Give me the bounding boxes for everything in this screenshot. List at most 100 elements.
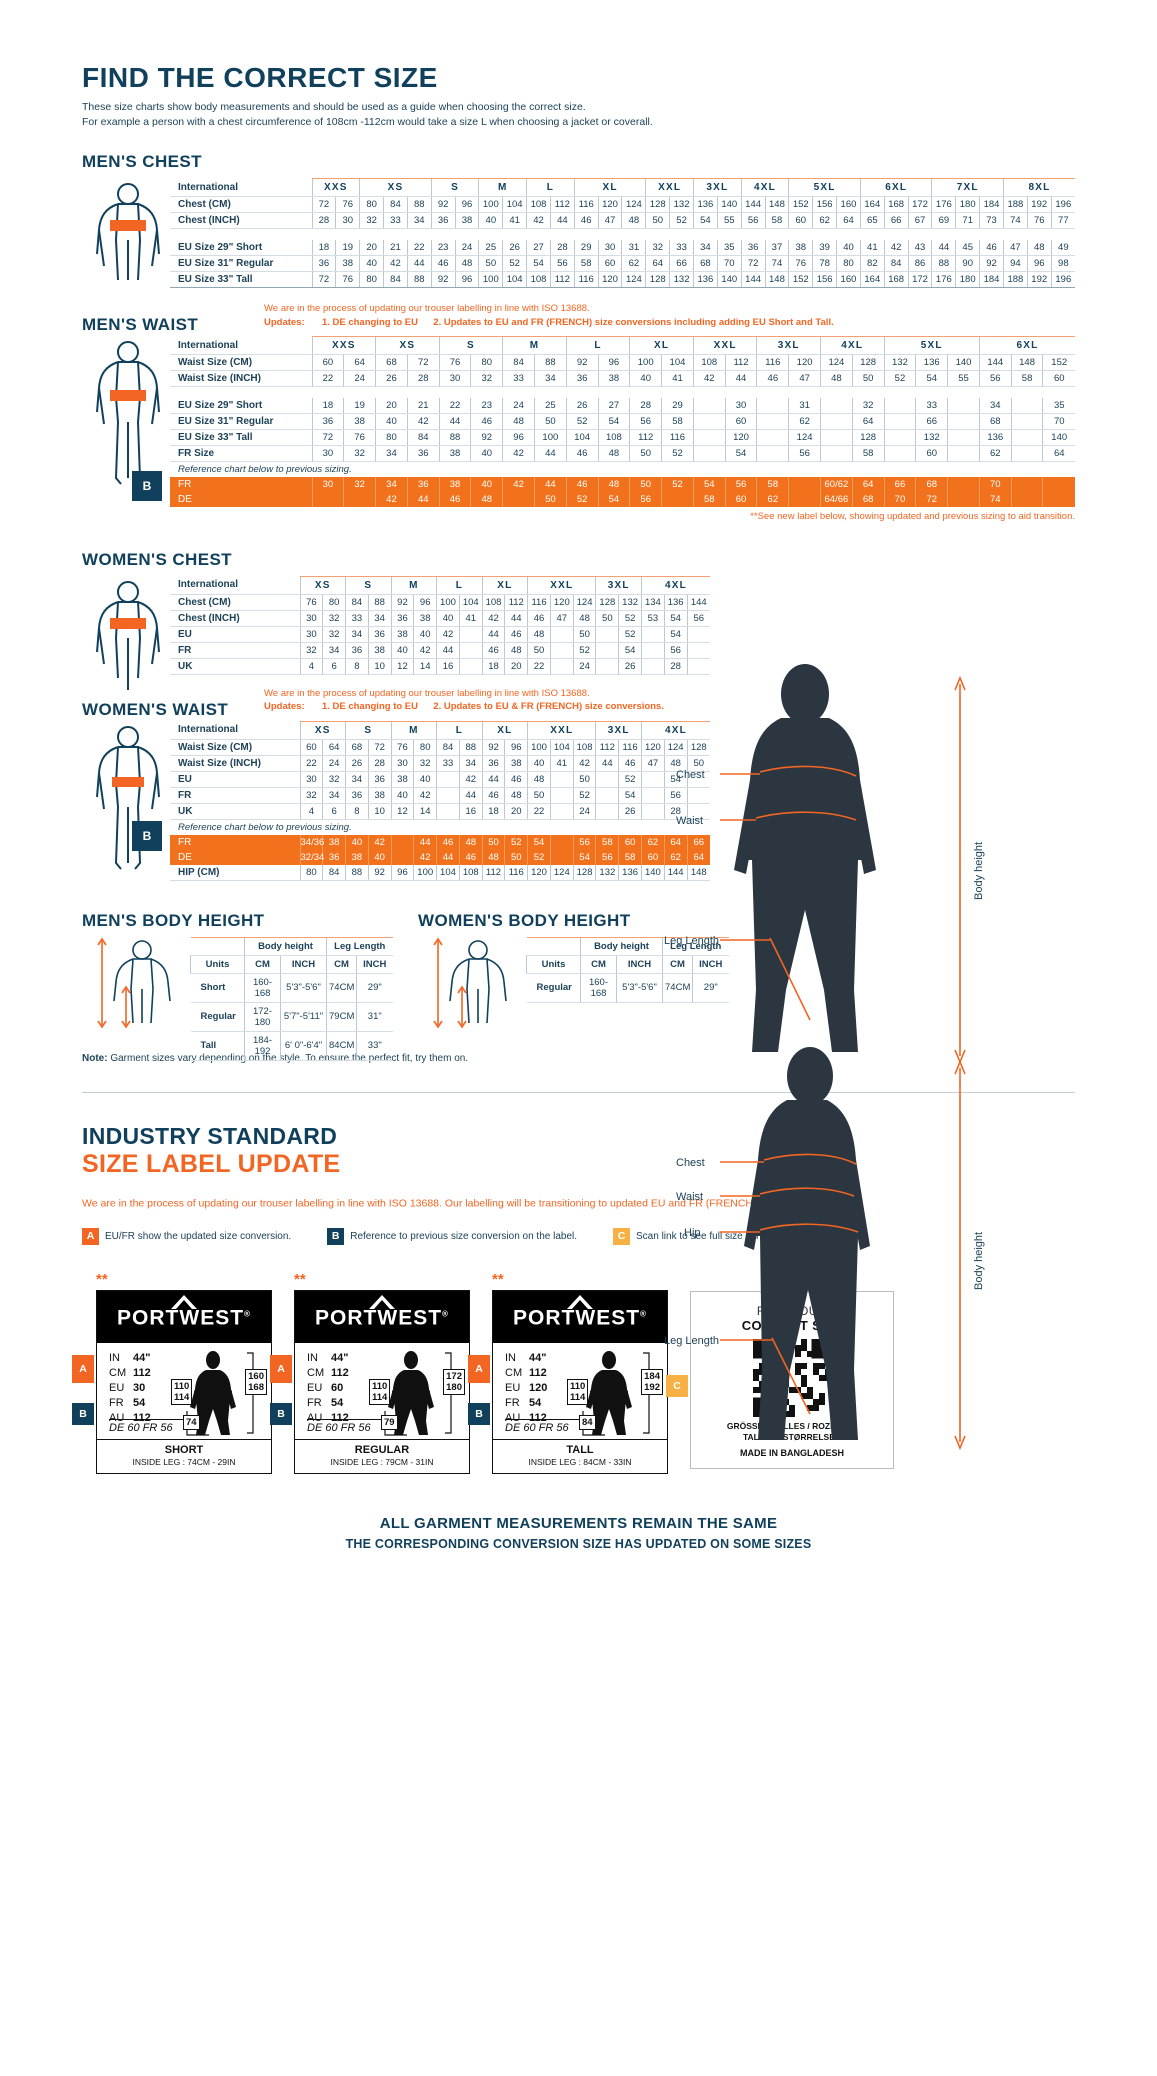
mens-waist-ref-cell: 68 <box>915 477 948 492</box>
mens-chest-cell: 29 <box>573 240 599 256</box>
mens-waist-cell: 120 <box>788 354 821 371</box>
label-measure-value: 112 <box>331 1366 349 1379</box>
womens-chest-cell: 32 <box>299 642 323 659</box>
label-measure-value: 54 <box>529 1396 542 1409</box>
label-waist-range-box: 110 114 <box>567 1378 589 1405</box>
mens-chest-cell: 76 <box>335 271 360 288</box>
womens-waist-cell <box>686 771 710 788</box>
portwest-chevron-icon <box>369 1294 395 1309</box>
womens-waist-hip-cell: 104 <box>436 864 460 881</box>
label-height-value: 192 <box>644 1381 660 1393</box>
mens-waist-cell <box>883 429 916 446</box>
womens-waist-hip-cell: 88 <box>345 864 369 881</box>
womens-chest-cell: 128 <box>595 594 619 611</box>
mens-chest-cell: 38 <box>788 240 813 256</box>
mens-waist-ref-cell: 34 <box>375 477 408 492</box>
womens-waist-cell: 36 <box>481 755 505 772</box>
mens-waist-ref-cell: 74 <box>978 492 1012 507</box>
mens-waist-cell: 124 <box>820 354 853 371</box>
mens-waist-ref-cell: 58 <box>692 492 726 507</box>
mens-waist-cell: 18 <box>311 398 344 414</box>
mens-waist-cell: 108 <box>692 354 726 371</box>
label-height-value: 172 <box>446 1370 462 1382</box>
mens-waist-cell: 22 <box>311 370 344 387</box>
male-model-figure: Chest Waist Leg Length Body height <box>660 660 1000 1080</box>
portwest-size-label: PORTWEST® IN 44" CM 112 EU 120 FR 54 AU 112 DE 60 F… <box>492 1289 668 1474</box>
womens-waist-row-label: EU <box>170 771 300 788</box>
mens-waist-cell: 92 <box>565 354 599 371</box>
womens-waist-cell: 24 <box>322 755 346 772</box>
mens-chest-cell: 40 <box>836 240 861 256</box>
mens-waist-ref-cell: 30 <box>311 477 344 492</box>
mens-chest-cell: 36 <box>311 255 336 272</box>
womens-chest-cell: 134 <box>640 594 665 611</box>
female-height-figure-icon <box>433 937 507 1028</box>
mens-waist-cell <box>756 398 789 414</box>
mens-body-height-row-label: Tall <box>190 1031 245 1061</box>
mens-waist-cell: 20 <box>375 398 408 414</box>
mens-waist-cell: 62 <box>788 413 821 430</box>
mens-waist-cell: 120 <box>724 429 757 446</box>
mens-body-height-cell: 74CM <box>326 973 357 1003</box>
mens-waist-note: We are in the process of updating our tr… <box>264 302 834 329</box>
mens-waist-note-line1: We are in the process of updating our tr… <box>264 303 590 314</box>
mens-waist-cell: 48 <box>502 413 535 430</box>
womens-waist-cell: 22 <box>527 803 551 820</box>
mens-chest-cell: 84 <box>383 196 408 213</box>
womens-waist-ref-row-label: FR <box>170 834 300 850</box>
womens-waist-cell: 54 <box>618 787 642 804</box>
womens-waist-ref-cell: 40 <box>345 834 369 850</box>
womens-waist-ref-cell: 64 <box>663 834 688 850</box>
mens-waist-cell: 41 <box>661 370 694 387</box>
womens-waist-cell: 44 <box>481 771 505 788</box>
womens-chest-cell: 30 <box>299 626 323 643</box>
mens-waist-ref-cell <box>1010 492 1043 507</box>
womens-waist-ref-cell: 42 <box>367 834 392 850</box>
registered-icon: ® <box>442 1308 449 1318</box>
mens-waist-cell: 68 <box>375 354 408 371</box>
mens-waist-cell: 88 <box>533 354 567 371</box>
womens-chest-cell <box>458 626 483 643</box>
womens-chest-cell: 14 <box>413 658 437 675</box>
womens-waist-cell: 46 <box>504 771 528 788</box>
mens-waist-cell <box>1010 398 1043 414</box>
male-height-figure-icon <box>97 937 171 1028</box>
womens-waist-cell: 20 <box>504 803 528 820</box>
mens-waist-cell: 28 <box>406 370 440 387</box>
mens-waist-ref-cell: 70 <box>883 492 916 507</box>
mens-waist-cell: 48 <box>820 370 853 387</box>
womens-chest-cell: 92 <box>390 594 414 611</box>
intro-line-2: For example a person with a chest circum… <box>82 116 653 128</box>
label-measure-value: 112 <box>133 1411 151 1424</box>
label-waist-value: 114 <box>174 1391 190 1403</box>
mens-chest-cell: 100 <box>478 196 503 213</box>
womens-waist-hip-cell: 80 <box>299 864 323 881</box>
label-measure-value: 44" <box>133 1351 151 1364</box>
mens-waist-updates-label: Updates: <box>264 316 305 328</box>
womens-waist-cell: 84 <box>436 739 460 756</box>
mens-waist-cell: 72 <box>311 429 344 446</box>
womens-chest-cell: 56 <box>663 642 688 659</box>
mens-waist-cell: 128 <box>851 354 885 371</box>
mens-waist-cell: 60 <box>311 354 344 371</box>
mens-body-height-sub-header: CM <box>244 955 281 974</box>
label-leg-length-box: 79 <box>381 1414 398 1430</box>
womens-chest-cell <box>595 658 619 675</box>
label-inside-leg: INSIDE LEG : 79CM - 31IN <box>330 1456 434 1467</box>
womens-chest-cell: 40 <box>390 642 414 659</box>
mens-chest-cell: 90 <box>955 255 980 272</box>
mens-waist-ref-row-label: FR <box>170 477 312 492</box>
mens-waist-group-xxl: XXL <box>692 336 757 355</box>
womens-waist-section: WOMEN'S WAIST We are in the process of u… <box>82 687 1075 881</box>
mens-chest-cell: 65 <box>859 212 885 229</box>
mens-chest-cell: 180 <box>955 271 980 288</box>
womens-body-height-sub-header: Units <box>526 955 581 974</box>
mens-waist-ref-cell <box>502 492 535 507</box>
womens-waist-ref-cell <box>549 849 574 865</box>
mens-chest-cell: 108 <box>526 271 551 288</box>
male-label-waist: Waist <box>676 815 703 827</box>
mens-chest-cell: 24 <box>454 240 479 256</box>
mens-waist-cell: 26 <box>375 370 408 387</box>
mens-chest-cell: 46 <box>430 255 456 272</box>
womens-chest-cell: 18 <box>481 658 505 675</box>
